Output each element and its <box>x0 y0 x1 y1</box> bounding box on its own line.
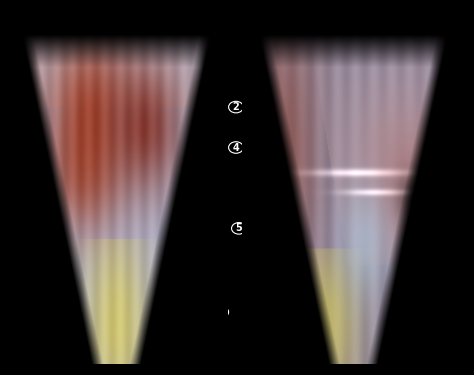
Text: 3: 3 <box>320 268 327 278</box>
Text: S: S <box>273 58 276 63</box>
Text: A: A <box>63 50 75 64</box>
Text: 2: 2 <box>418 146 425 155</box>
Text: 5: 5 <box>370 268 377 278</box>
Text: 3: 3 <box>55 140 62 150</box>
Text: 5: 5 <box>236 224 242 233</box>
Text: 4: 4 <box>233 142 239 153</box>
Text: 4: 4 <box>276 118 283 128</box>
Text: I: I <box>273 88 275 93</box>
Text: 1: 1 <box>218 307 225 317</box>
Text: 2: 2 <box>233 102 239 112</box>
Text: L: L <box>109 73 112 78</box>
Text: 5: 5 <box>52 231 59 241</box>
Text: S: S <box>89 58 92 63</box>
Text: L: L <box>292 73 295 78</box>
Text: 6: 6 <box>418 93 425 104</box>
Text: I: I <box>90 88 91 93</box>
Text: © Guy Paulet: © Guy Paulet <box>94 323 131 328</box>
Text: M: M <box>69 73 73 78</box>
Text: 1: 1 <box>412 307 419 317</box>
Text: B: B <box>248 50 260 64</box>
Text: © Guy Paulet: © Guy Paulet <box>280 323 317 328</box>
Text: M: M <box>252 73 256 78</box>
Text: 4: 4 <box>52 184 59 194</box>
